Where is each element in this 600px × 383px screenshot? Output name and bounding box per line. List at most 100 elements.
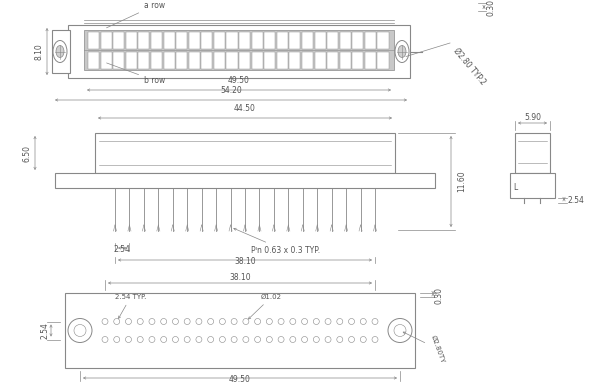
Circle shape (290, 319, 296, 324)
Circle shape (74, 324, 86, 337)
Ellipse shape (395, 41, 409, 62)
Bar (302, 51, 313, 69)
Text: 38.10: 38.10 (229, 273, 251, 282)
Circle shape (302, 319, 308, 324)
Bar (377, 31, 389, 49)
Text: 2.54 TYP.: 2.54 TYP. (115, 294, 146, 318)
Bar (251, 51, 263, 69)
Ellipse shape (56, 46, 64, 57)
Circle shape (372, 319, 378, 324)
Text: Pᴵn 0.63 x 0.3 TYP.: Pᴵn 0.63 x 0.3 TYP. (234, 228, 320, 255)
Bar (352, 31, 364, 49)
Bar (201, 31, 212, 49)
Circle shape (266, 319, 272, 324)
Text: Ø1.02: Ø1.02 (248, 294, 282, 319)
Bar (226, 51, 238, 69)
Bar (277, 31, 288, 49)
Circle shape (231, 319, 237, 324)
Bar (239, 51, 250, 69)
Circle shape (337, 319, 343, 324)
Circle shape (313, 319, 319, 324)
Bar (226, 31, 238, 49)
Circle shape (172, 319, 178, 324)
Bar (188, 31, 200, 49)
Circle shape (172, 337, 178, 342)
Bar (88, 31, 99, 49)
Circle shape (196, 319, 202, 324)
Text: Ø2.80 TYP.2: Ø2.80 TYP.2 (452, 46, 488, 86)
Bar (176, 31, 187, 49)
Text: b row: b row (107, 63, 165, 85)
Bar (88, 51, 99, 69)
Circle shape (184, 337, 190, 342)
Circle shape (220, 319, 226, 324)
Circle shape (102, 337, 108, 342)
Text: 2.54: 2.54 (568, 196, 585, 205)
Circle shape (313, 337, 319, 342)
Text: 6.50: 6.50 (23, 144, 32, 162)
Circle shape (290, 337, 296, 342)
Bar (510, 173, 555, 198)
Bar (113, 31, 124, 49)
Bar (68, 25, 410, 78)
Circle shape (220, 337, 226, 342)
Bar (176, 51, 187, 69)
Circle shape (278, 337, 284, 342)
Bar (264, 51, 275, 69)
Bar (277, 51, 288, 69)
Bar (314, 31, 326, 49)
Circle shape (114, 337, 120, 342)
Circle shape (243, 337, 249, 342)
Circle shape (349, 319, 355, 324)
Bar (515, 133, 550, 173)
Bar (151, 31, 162, 49)
Bar (139, 31, 149, 49)
Text: 0.30: 0.30 (487, 0, 496, 15)
Text: 0.30: 0.30 (435, 286, 444, 303)
Bar (55, 173, 435, 188)
Text: 8.10: 8.10 (35, 43, 44, 60)
Circle shape (325, 319, 331, 324)
Circle shape (161, 319, 167, 324)
Bar (327, 51, 338, 69)
Bar (365, 31, 376, 49)
Bar (214, 31, 225, 49)
Circle shape (137, 319, 143, 324)
Circle shape (196, 337, 202, 342)
Circle shape (161, 337, 167, 342)
Bar (264, 31, 275, 49)
Circle shape (349, 337, 355, 342)
Bar (340, 51, 351, 69)
Text: a row: a row (107, 1, 165, 28)
Bar (95, 133, 395, 173)
Text: 54.20: 54.20 (220, 86, 242, 95)
Text: 49.50: 49.50 (228, 76, 250, 85)
Circle shape (394, 324, 406, 337)
Bar (214, 51, 225, 69)
Circle shape (372, 337, 378, 342)
Bar (302, 31, 313, 49)
Circle shape (149, 337, 155, 342)
Bar (365, 51, 376, 69)
Circle shape (278, 319, 284, 324)
Circle shape (231, 337, 237, 342)
Circle shape (243, 319, 249, 324)
Text: 38.10: 38.10 (234, 257, 256, 266)
Circle shape (137, 337, 143, 342)
Circle shape (302, 337, 308, 342)
Text: 5.90: 5.90 (524, 113, 541, 122)
Circle shape (266, 337, 272, 342)
Bar (126, 51, 137, 69)
Circle shape (360, 319, 366, 324)
Bar (84, 30, 394, 70)
Circle shape (208, 337, 214, 342)
Bar (201, 51, 212, 69)
Text: 44.50: 44.50 (234, 104, 256, 113)
Bar (314, 51, 326, 69)
Text: 11.60: 11.60 (457, 171, 466, 192)
Circle shape (125, 319, 131, 324)
Circle shape (325, 337, 331, 342)
Circle shape (360, 337, 366, 342)
Circle shape (337, 337, 343, 342)
Circle shape (388, 319, 412, 342)
